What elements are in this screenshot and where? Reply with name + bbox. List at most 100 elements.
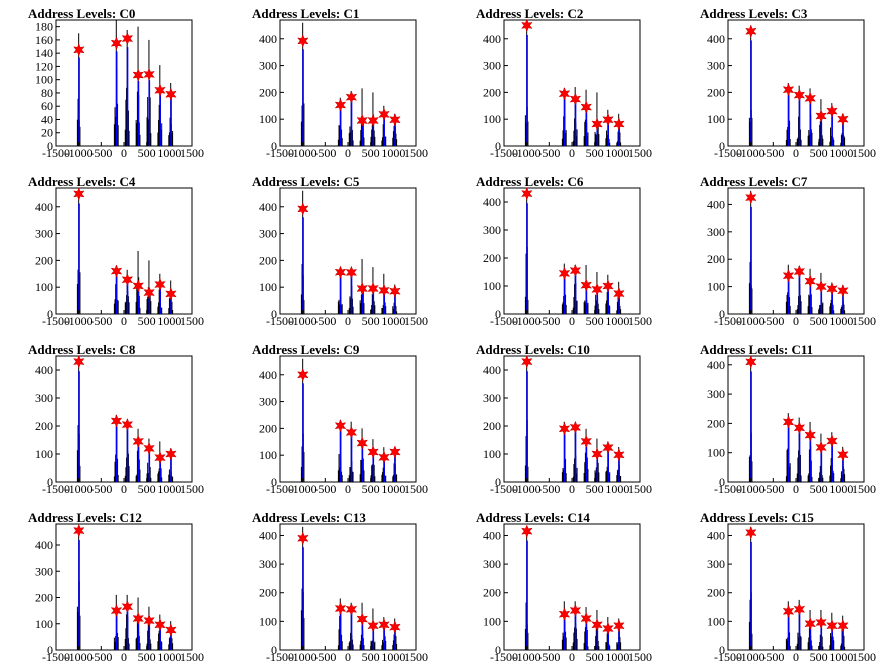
peak-marker [602,279,614,293]
x-tick-label: 500 [586,650,604,664]
x-tick-label: 1500 [180,314,204,328]
peak-marker [367,281,379,296]
x-tick-label: 1000 [605,146,629,160]
peak-marker [143,613,155,628]
peak-marker [613,448,625,462]
y-tick-label: 0 [495,307,501,321]
x-tick-label: 1500 [180,650,204,664]
histogram-panel: Address Levels: C11-1500-1000-500 0 500 100… [700,342,876,496]
peak-marker [521,524,533,538]
peak-marker [826,619,838,633]
y-tick-label: 400 [707,197,725,211]
peak-marker [613,619,625,633]
peak-marker [334,265,347,279]
y-tick-label: 80 [41,86,53,100]
peak-marker [745,355,757,369]
peak-marker [110,36,123,50]
peak-marker [356,281,368,296]
y-tick-label: 0 [271,139,277,153]
peak-marker [826,282,838,296]
peak-marker [389,620,401,634]
x-tick-label: -1000 [513,314,541,328]
x-tick-label: -1500 [490,314,518,328]
y-tick-label: 200 [35,253,53,267]
y-tick-label: 300 [483,391,501,405]
panel-title: Address Levels: C8 [28,342,136,357]
x-tick-label: -1000 [65,146,93,160]
y-tick-label: 300 [483,223,501,237]
peak-marker [132,68,144,82]
y-tick-label: 0 [719,307,725,321]
y-tick-label: 100 [259,614,277,628]
peak-marker [569,603,582,618]
x-tick-label: -1500 [42,146,70,160]
x-tick-label: -1500 [714,650,742,664]
y-tick-label: 180 [35,20,53,34]
x-tick-label: 0 [121,650,127,664]
peak-marker [378,450,390,464]
panel-title: Address Levels: C1 [252,6,359,21]
y-tick-label: 0 [719,475,725,489]
peak-marker [793,421,806,435]
y-tick-label: 40 [41,112,53,126]
peak-marker [782,269,795,283]
y-tick-label: 100 [35,447,53,461]
peak-marker [815,440,827,455]
x-tick-label: -1500 [490,146,518,160]
peak-marker [837,284,849,298]
x-tick-label: 1000 [829,482,853,496]
y-tick-label: 400 [707,358,725,372]
y-tick-label: 300 [707,59,725,73]
y-tick-label: 300 [35,391,53,405]
peak-marker [165,447,177,461]
peak-marker [602,621,614,636]
x-tick-label: -500 [90,650,112,664]
x-tick-label: 0 [569,650,575,664]
y-tick-label: 120 [35,59,53,73]
peak-marker [165,287,177,301]
panel-title: Address Levels: C2 [476,6,583,21]
peak-marker [804,274,816,288]
y-tick-label: 400 [259,200,277,214]
y-tick-label: 0 [47,643,53,657]
x-tick-label: 1000 [157,482,181,496]
peak-marker [378,618,390,632]
panel-title: Address Levels: C7 [700,174,808,189]
peak-marker [356,436,368,450]
x-tick-label: 1500 [852,146,876,160]
peak-marker [356,612,368,626]
x-tick-label: 1500 [852,482,876,496]
y-tick-label: 200 [483,85,501,99]
peak-marker [558,87,571,101]
y-tick-label: 300 [35,564,53,578]
peak-marker [367,445,379,459]
peak-marker [121,417,134,432]
x-tick-label: 0 [569,482,575,496]
x-tick-label: 500 [362,314,380,328]
x-tick-label: -1500 [42,314,70,328]
y-tick-label: 60 [41,99,53,113]
peak-marker [345,602,358,616]
x-tick-label: 500 [138,482,156,496]
peak-marker [793,264,806,279]
peak-marker [558,607,571,621]
y-tick-label: 300 [707,387,725,401]
peak-marker [367,619,379,633]
x-tick-label: 500 [586,314,604,328]
panel-title: Address Levels: C10 [476,342,590,357]
y-tick-label: 200 [259,586,277,600]
x-tick-label: 500 [138,650,156,664]
y-tick-label: 200 [35,419,53,433]
peak-marker [815,279,827,294]
x-tick-label: 1000 [157,314,181,328]
histogram-panel: Address Levels: C4-1500-1000-500 0 500 1000… [28,174,204,328]
y-tick-label: 400 [35,363,53,377]
peak-marker [804,91,816,105]
peak-marker [154,450,166,465]
x-tick-label: 1000 [829,146,853,160]
panel-title: Address Levels: C11 [700,342,813,357]
x-tick-label: 0 [345,650,351,664]
y-tick-label: 0 [271,643,277,657]
x-tick-label: 500 [810,314,828,328]
peak-marker [837,448,849,462]
